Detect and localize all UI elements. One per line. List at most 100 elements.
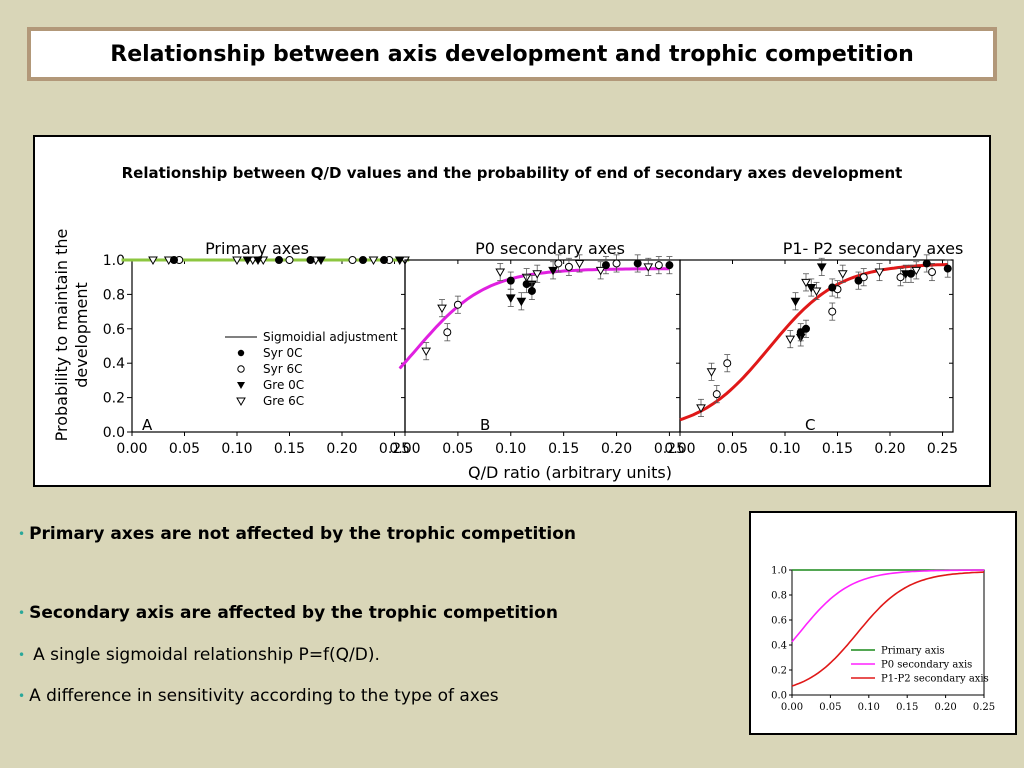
marker-gre0c xyxy=(790,297,801,307)
marker-syr0c xyxy=(665,261,674,270)
bullet-text: Secondary axis are affected by the troph… xyxy=(29,603,558,623)
marker-gre6c xyxy=(148,256,158,266)
marker-gre0c xyxy=(806,284,817,293)
panel-frame xyxy=(679,259,954,433)
marker-syr6c xyxy=(443,328,452,337)
inset-y-tick-label: 0.4 xyxy=(771,641,787,652)
marker-gre6c xyxy=(495,268,506,278)
marker-syr6c xyxy=(654,261,663,270)
marker-syr0c xyxy=(359,256,367,264)
x-tick-label: 0.20 xyxy=(874,441,905,457)
panel-C: P1- P2 secondary axes C 0.00 0.05 0.10 0.15 0.… xyxy=(664,239,963,457)
marker-gre0c xyxy=(516,297,527,307)
inset-figure: 0.0 0.2 0.4 0.6 0.8 1.0 0.00 0.05 0.10 0.15 0.20 0.… xyxy=(749,511,1017,735)
marker-syr6c xyxy=(285,256,294,264)
bullet-item: • Secondary axis are affected by the trop… xyxy=(18,603,558,623)
marker-gre6c xyxy=(696,404,706,413)
marker-gre0c xyxy=(253,256,263,266)
marker-gre0c xyxy=(316,256,326,266)
inset-x-tick-label: 0.25 xyxy=(973,702,995,713)
legend-swatch-syr6c xyxy=(237,365,245,373)
marker-gre0c xyxy=(394,256,405,266)
legend-swatch-syr0c xyxy=(237,349,245,357)
marker-syr0c xyxy=(907,269,915,278)
inset-y-tick-label: 1.0 xyxy=(771,566,787,577)
x-tick-label: 0.10 xyxy=(769,441,800,457)
inset-chart-svg: 0.0 0.2 0.4 0.6 0.8 1.0 0.00 0.05 0.10 0.15 0.20 0.… xyxy=(771,566,995,714)
x-tick-label: 0.00 xyxy=(664,441,695,457)
y-tick-label: 0.2 xyxy=(103,391,125,407)
marker-syr6c xyxy=(348,256,357,264)
x-tick-label: 0.25 xyxy=(927,441,958,457)
inset-x-tick-label: 0.15 xyxy=(896,702,918,713)
inset-y-tick-label: 0.0 xyxy=(771,691,787,702)
panel-letter: A xyxy=(142,416,153,434)
x-axis-label: Q/D ratio (arbitrary units) xyxy=(468,463,672,482)
inset-series-line xyxy=(791,571,985,687)
marker-gre6c xyxy=(421,347,432,357)
marker-gre6c xyxy=(574,259,585,269)
y-axis-label-line: development xyxy=(72,282,91,388)
main-chart-svg: Relationship between Q/D values and the … xyxy=(52,164,963,482)
panel-label: P0 secondary axes xyxy=(475,239,625,258)
marker-syr0c xyxy=(802,324,810,333)
y-tick-label: 0.4 xyxy=(103,356,125,372)
marker-syr6c xyxy=(896,273,905,282)
marker-gre6c xyxy=(232,256,242,266)
bullet-text: A single sigmoidal relationship P=f(Q/D)… xyxy=(33,645,380,665)
bullet-dot-icon: • xyxy=(18,527,26,541)
x-tick-label: 0.20 xyxy=(326,441,357,457)
fit-curve xyxy=(679,263,948,422)
marker-syr0c xyxy=(527,286,536,295)
marker-syr6c xyxy=(554,259,563,268)
bullet-text: Primary axes are not affected by the tro… xyxy=(29,524,577,544)
x-tick-label: 0.05 xyxy=(442,441,473,457)
panel-A: Primary axes A 0.00 0.05 0.10 0.15 0.20 0.25 xyxy=(116,239,410,457)
y-axis-label-line: Probability to maintain the xyxy=(52,229,71,442)
marker-syr0c xyxy=(170,256,178,264)
marker-syr0c xyxy=(601,261,610,270)
marker-syr6c xyxy=(723,359,732,368)
inset-legend-label: P0 secondary axis xyxy=(881,660,972,671)
inset-y-tick-label: 0.2 xyxy=(771,666,787,677)
inset-y-tick-label: 0.8 xyxy=(771,591,787,602)
inset-series-line xyxy=(791,569,984,643)
legend-label: Syr 6C xyxy=(263,362,302,376)
y-tick-label: 0.8 xyxy=(103,287,125,303)
inset-y-tick-label: 0.6 xyxy=(771,616,787,627)
marker-gre6c xyxy=(368,256,379,266)
marker-syr0c xyxy=(828,283,837,292)
inset-legend-label: Primary axis xyxy=(881,646,945,657)
marker-syr0c xyxy=(854,276,863,285)
marker-syr6c xyxy=(828,307,837,316)
marker-gre6c xyxy=(811,287,822,296)
marker-syr6c xyxy=(612,259,621,268)
marker-gre6c xyxy=(532,270,543,279)
bullet-item: • Primary axes are not affected by the tr… xyxy=(18,524,576,544)
bullet-text: A difference in sensitivity according to… xyxy=(29,686,499,706)
panel-label: Primary axes xyxy=(205,239,309,258)
y-tick-label: 0.0 xyxy=(103,425,125,441)
marker-syr0c xyxy=(633,259,642,268)
x-tick-label: 0.15 xyxy=(822,441,853,457)
x-tick-label: 0.15 xyxy=(274,441,305,457)
marker-gre6c xyxy=(785,335,796,345)
panel-letter: C xyxy=(805,416,815,434)
panel-B: P0 secondary axes B 0.00 0.05 0.10 0.15 0.20 0.… xyxy=(389,239,685,457)
marker-gre0c xyxy=(505,294,516,303)
marker-gre6c xyxy=(437,304,447,314)
marker-syr0c xyxy=(922,259,931,268)
marker-gre6c xyxy=(801,278,811,288)
panel-frame xyxy=(404,259,681,433)
marker-syr6c xyxy=(564,262,573,271)
panel-letter: B xyxy=(480,416,490,434)
y-tick-label: 1.0 xyxy=(103,253,125,269)
inset-x-tick-label: 0.10 xyxy=(858,702,880,713)
x-tick-label: 0.25 xyxy=(379,441,410,457)
legend-label: Syr 0C xyxy=(263,346,302,360)
y-tick-label: 0.6 xyxy=(103,322,125,338)
x-tick-label: 0.10 xyxy=(221,441,252,457)
x-tick-label: 0.15 xyxy=(548,441,579,457)
chart-legend: Sigmoidial adjustment Syr 0C Syr 6C Gre 0C G… xyxy=(225,330,398,408)
legend-label: Gre 6C xyxy=(263,394,304,408)
